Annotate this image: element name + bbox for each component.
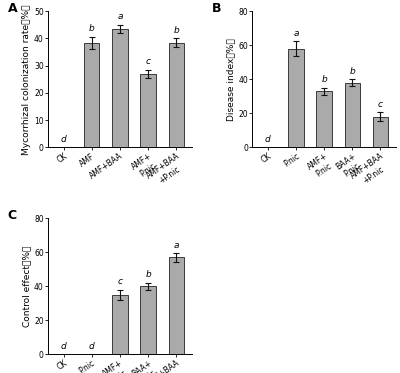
Text: B: B <box>212 1 222 15</box>
Text: d: d <box>61 135 66 144</box>
Bar <box>84 43 100 147</box>
Text: d: d <box>61 342 66 351</box>
Text: b: b <box>321 75 327 84</box>
Bar <box>373 117 388 147</box>
Bar <box>140 74 156 147</box>
Text: b: b <box>145 270 151 279</box>
Bar <box>140 286 156 354</box>
Bar <box>168 257 184 354</box>
Bar <box>288 48 304 147</box>
Text: d: d <box>265 135 270 144</box>
Text: c: c <box>118 277 122 286</box>
Text: C: C <box>8 209 17 222</box>
Text: a: a <box>117 12 123 21</box>
Text: c: c <box>146 57 150 66</box>
Text: A: A <box>8 1 17 15</box>
Text: c: c <box>378 100 383 109</box>
Text: b: b <box>174 26 179 35</box>
Text: b: b <box>350 67 355 76</box>
Text: b: b <box>89 24 94 33</box>
Text: a: a <box>293 29 299 38</box>
Bar <box>112 29 128 147</box>
Y-axis label: Mycorrhizal colonization rate（%）: Mycorrhizal colonization rate（%） <box>22 4 31 154</box>
Bar <box>316 91 332 147</box>
Y-axis label: Disease index（%）: Disease index（%） <box>226 38 236 120</box>
Bar <box>344 83 360 147</box>
Y-axis label: Control effect（%）: Control effect（%） <box>22 245 31 327</box>
Bar <box>168 43 184 147</box>
Text: a: a <box>174 241 179 250</box>
Bar <box>112 295 128 354</box>
Text: d: d <box>89 342 94 351</box>
